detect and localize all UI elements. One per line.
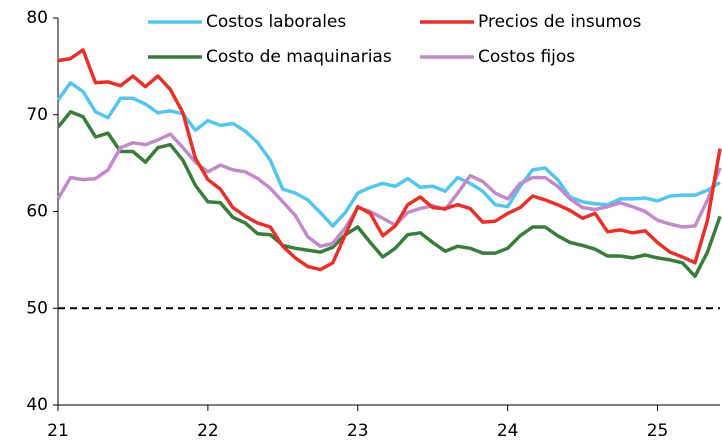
y-tick-label: 70 [26, 105, 48, 125]
legend-label: Costos laborales [206, 12, 346, 32]
x-tick-label: 24 [497, 421, 519, 441]
legend-label: Costo de maquinarias [206, 47, 392, 67]
series-line [56, 110, 722, 279]
y-tick-label: 50 [26, 298, 48, 318]
legend-label: Precios de insumos [478, 12, 642, 32]
y-tick-label: 40 [26, 395, 48, 415]
series-line [56, 81, 721, 228]
x-tick-label: 23 [347, 421, 369, 441]
y-tick-label: 60 [26, 202, 48, 222]
x-tick-label: 22 [197, 421, 219, 441]
series-line [56, 132, 722, 249]
x-tick-label: 25 [647, 421, 669, 441]
y-tick-label: 80 [26, 8, 48, 28]
x-tick-label: 21 [47, 421, 69, 441]
legend-label: Costos fijos [478, 47, 575, 67]
series-line [57, 48, 722, 272]
